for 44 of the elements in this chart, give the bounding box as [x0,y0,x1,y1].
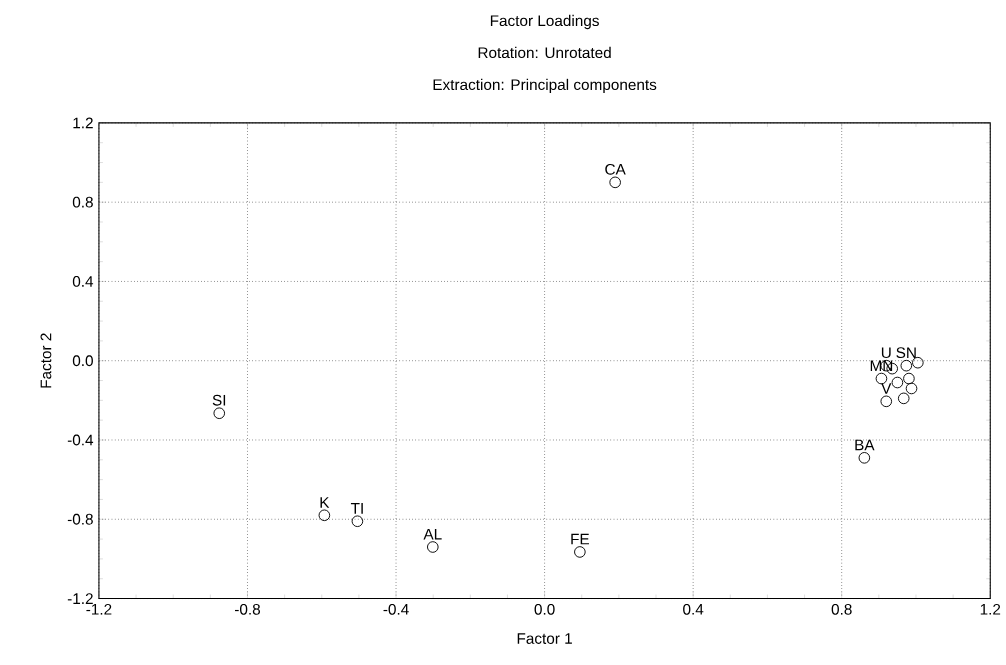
chart-title: Factor Loadings [490,14,599,29]
y-tick-label: -0.8 [67,513,93,525]
point [213,407,226,419]
x-tick-label: 1.2 [980,603,1001,615]
y-tick-label: 0.8 [72,196,93,208]
y-tick-label: 0.0 [72,355,93,366]
point [891,376,904,389]
annotation: SN [896,346,916,358]
annotation: U [881,347,891,358]
point [900,359,913,372]
x-axis-title: Factor 1 [517,633,572,644]
annotation: AL [423,528,442,540]
x-tick-label: 0.8 [831,603,852,615]
point [903,372,915,385]
y-tick-label: 0.4 [72,275,94,287]
annotation: CA [605,163,626,175]
x-tick-label: -0.4 [383,603,409,615]
annotation: SI [212,394,226,406]
point [880,395,893,407]
point [609,176,621,188]
point [574,545,586,558]
chart-subtitle: Rotation: Unrotated [478,46,611,58]
annotation: BA [855,439,875,450]
y-tick-label: -1.2 [67,592,93,604]
point [875,372,888,385]
point [905,382,918,395]
point [318,509,331,521]
point [427,540,439,553]
annotation: K [320,496,330,508]
x-tick-label: 0.0 [534,603,555,615]
point [897,392,910,404]
point [912,356,924,369]
annotation: V [881,382,892,394]
y-axis-title: Factor 2 [40,333,52,388]
x-tick-label: 0.4 [683,603,704,615]
x-tick-label: -0.8 [234,603,261,615]
annotation: TI [350,502,363,514]
point [351,515,364,527]
y-tick-label: 1.2 [73,117,93,129]
y-tick-label: -0.4 [67,434,94,446]
point [858,451,871,464]
annotation: FE [571,533,589,545]
x-tick-label: -1.2 [86,603,112,615]
text: Extraction: Principal components [433,78,657,93]
